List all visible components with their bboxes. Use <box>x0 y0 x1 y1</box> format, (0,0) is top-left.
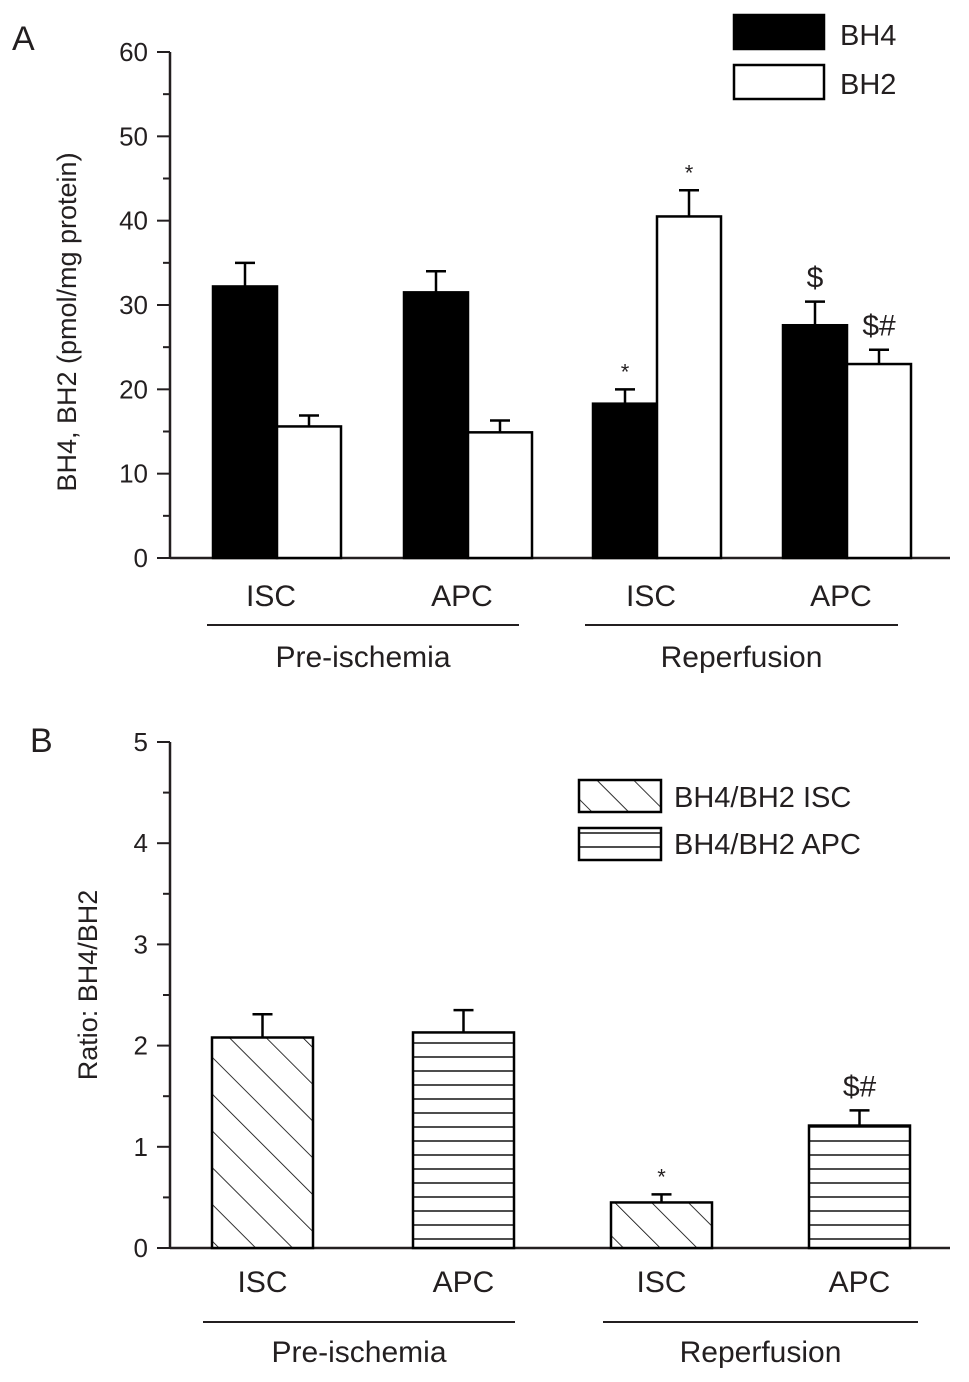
bar-bh2-apc-pre-ischemia <box>466 431 534 560</box>
bar-bh4-apc-pre-ischemia <box>402 291 470 560</box>
legend-label-ratio-apc: BH4/BH2 APC <box>674 829 861 861</box>
category-label-apc: APC <box>433 1266 495 1299</box>
legend-label-bh4: BH4 <box>840 20 896 52</box>
bar-ratio-isc-pre-ischemia <box>210 1036 315 1250</box>
y-tick-label: 2 <box>134 1031 148 1061</box>
significance-marker: $# <box>862 310 896 343</box>
y-tick-label: 30 <box>119 290 148 320</box>
category-label-isc: ISC <box>626 580 676 613</box>
bar-bh2-isc-pre-ischemia <box>275 425 343 560</box>
bar-bh4-apc-reperfusion <box>781 323 849 560</box>
panel-a-bars: * $ * $# <box>211 160 913 560</box>
panel-a: A BH4, BH2 (pmol/mg protein) 0 10 20 30 40 50… <box>12 13 950 674</box>
legend-swatch-ratio-apc <box>577 826 663 862</box>
category-label-apc: APC <box>810 580 872 613</box>
panel-b-legend: BH4/BH2 ISC BH4/BH2 APC <box>577 778 861 862</box>
bar-bh2-apc-reperfusion <box>845 362 913 560</box>
panel-b-group-labels: Pre-ischemia Reperfusion <box>203 1321 918 1369</box>
panel-b-bars: * $# <box>210 1008 912 1250</box>
significance-marker: * <box>685 160 694 185</box>
panel-b-y-axis-title: Ratio: BH4/BH2 <box>73 890 103 1081</box>
panel-a-legend: BH4 BH2 <box>732 13 896 101</box>
y-tick-label: 10 <box>119 459 148 489</box>
bar-ratio-apc-pre-ischemia <box>411 1031 516 1250</box>
bar-bh4-isc-reperfusion <box>591 402 659 560</box>
panel-b: B Ratio: BH4/BH2 0 1 2 3 4 5 * $# ISC APC ISC APC… <box>30 722 950 1369</box>
group-label-pre-ischemia: Pre-ischemia <box>275 641 450 674</box>
category-label-isc: ISC <box>237 1266 287 1299</box>
y-tick-label: 0 <box>134 1233 148 1263</box>
legend-label-ratio-isc: BH4/BH2 ISC <box>674 782 851 814</box>
legend-swatch-bh2 <box>732 63 826 101</box>
group-label-reperfusion: Reperfusion <box>661 641 823 674</box>
panel-a-group-labels: Pre-ischemia Reperfusion <box>207 624 898 674</box>
significance-marker: * <box>621 359 630 384</box>
legend-label-bh2: BH2 <box>840 69 896 101</box>
significance-marker: $ <box>807 262 824 295</box>
y-tick-label: 20 <box>119 374 148 404</box>
panel-a-letter: A <box>12 20 35 58</box>
category-label-apc: APC <box>829 1266 891 1299</box>
bar-ratio-isc-reperfusion <box>609 1201 714 1250</box>
legend-swatch-bh4 <box>732 13 826 51</box>
y-tick-label: 40 <box>119 206 148 236</box>
panel-b-letter: B <box>30 722 53 760</box>
y-tick-label: 60 <box>119 37 148 67</box>
y-tick-label: 5 <box>134 727 148 757</box>
significance-marker: $# <box>843 1070 877 1103</box>
bar-bh2-isc-reperfusion <box>655 215 723 560</box>
y-tick-label: 0 <box>134 543 148 573</box>
group-label-pre-ischemia: Pre-ischemia <box>271 1336 446 1369</box>
y-tick-label: 50 <box>119 121 148 151</box>
legend-swatch-ratio-isc <box>577 778 663 814</box>
bar-ratio-apc-reperfusion <box>807 1124 912 1250</box>
panel-b-category-labels: ISC APC ISC APC <box>237 1266 890 1299</box>
panel-a-y-axis-title: BH4, BH2 (pmol/mg protein) <box>52 152 82 491</box>
y-tick-label: 4 <box>134 828 148 858</box>
category-label-isc: ISC <box>636 1266 686 1299</box>
group-label-reperfusion: Reperfusion <box>680 1336 842 1369</box>
significance-marker: * <box>657 1164 666 1189</box>
category-label-apc: APC <box>431 580 493 613</box>
y-tick-label: 1 <box>134 1132 148 1162</box>
bar-bh4-isc-pre-ischemia <box>211 285 279 560</box>
panel-a-category-labels: ISC APC ISC APC <box>246 580 872 613</box>
category-label-isc: ISC <box>246 580 296 613</box>
y-tick-label: 3 <box>134 929 148 959</box>
